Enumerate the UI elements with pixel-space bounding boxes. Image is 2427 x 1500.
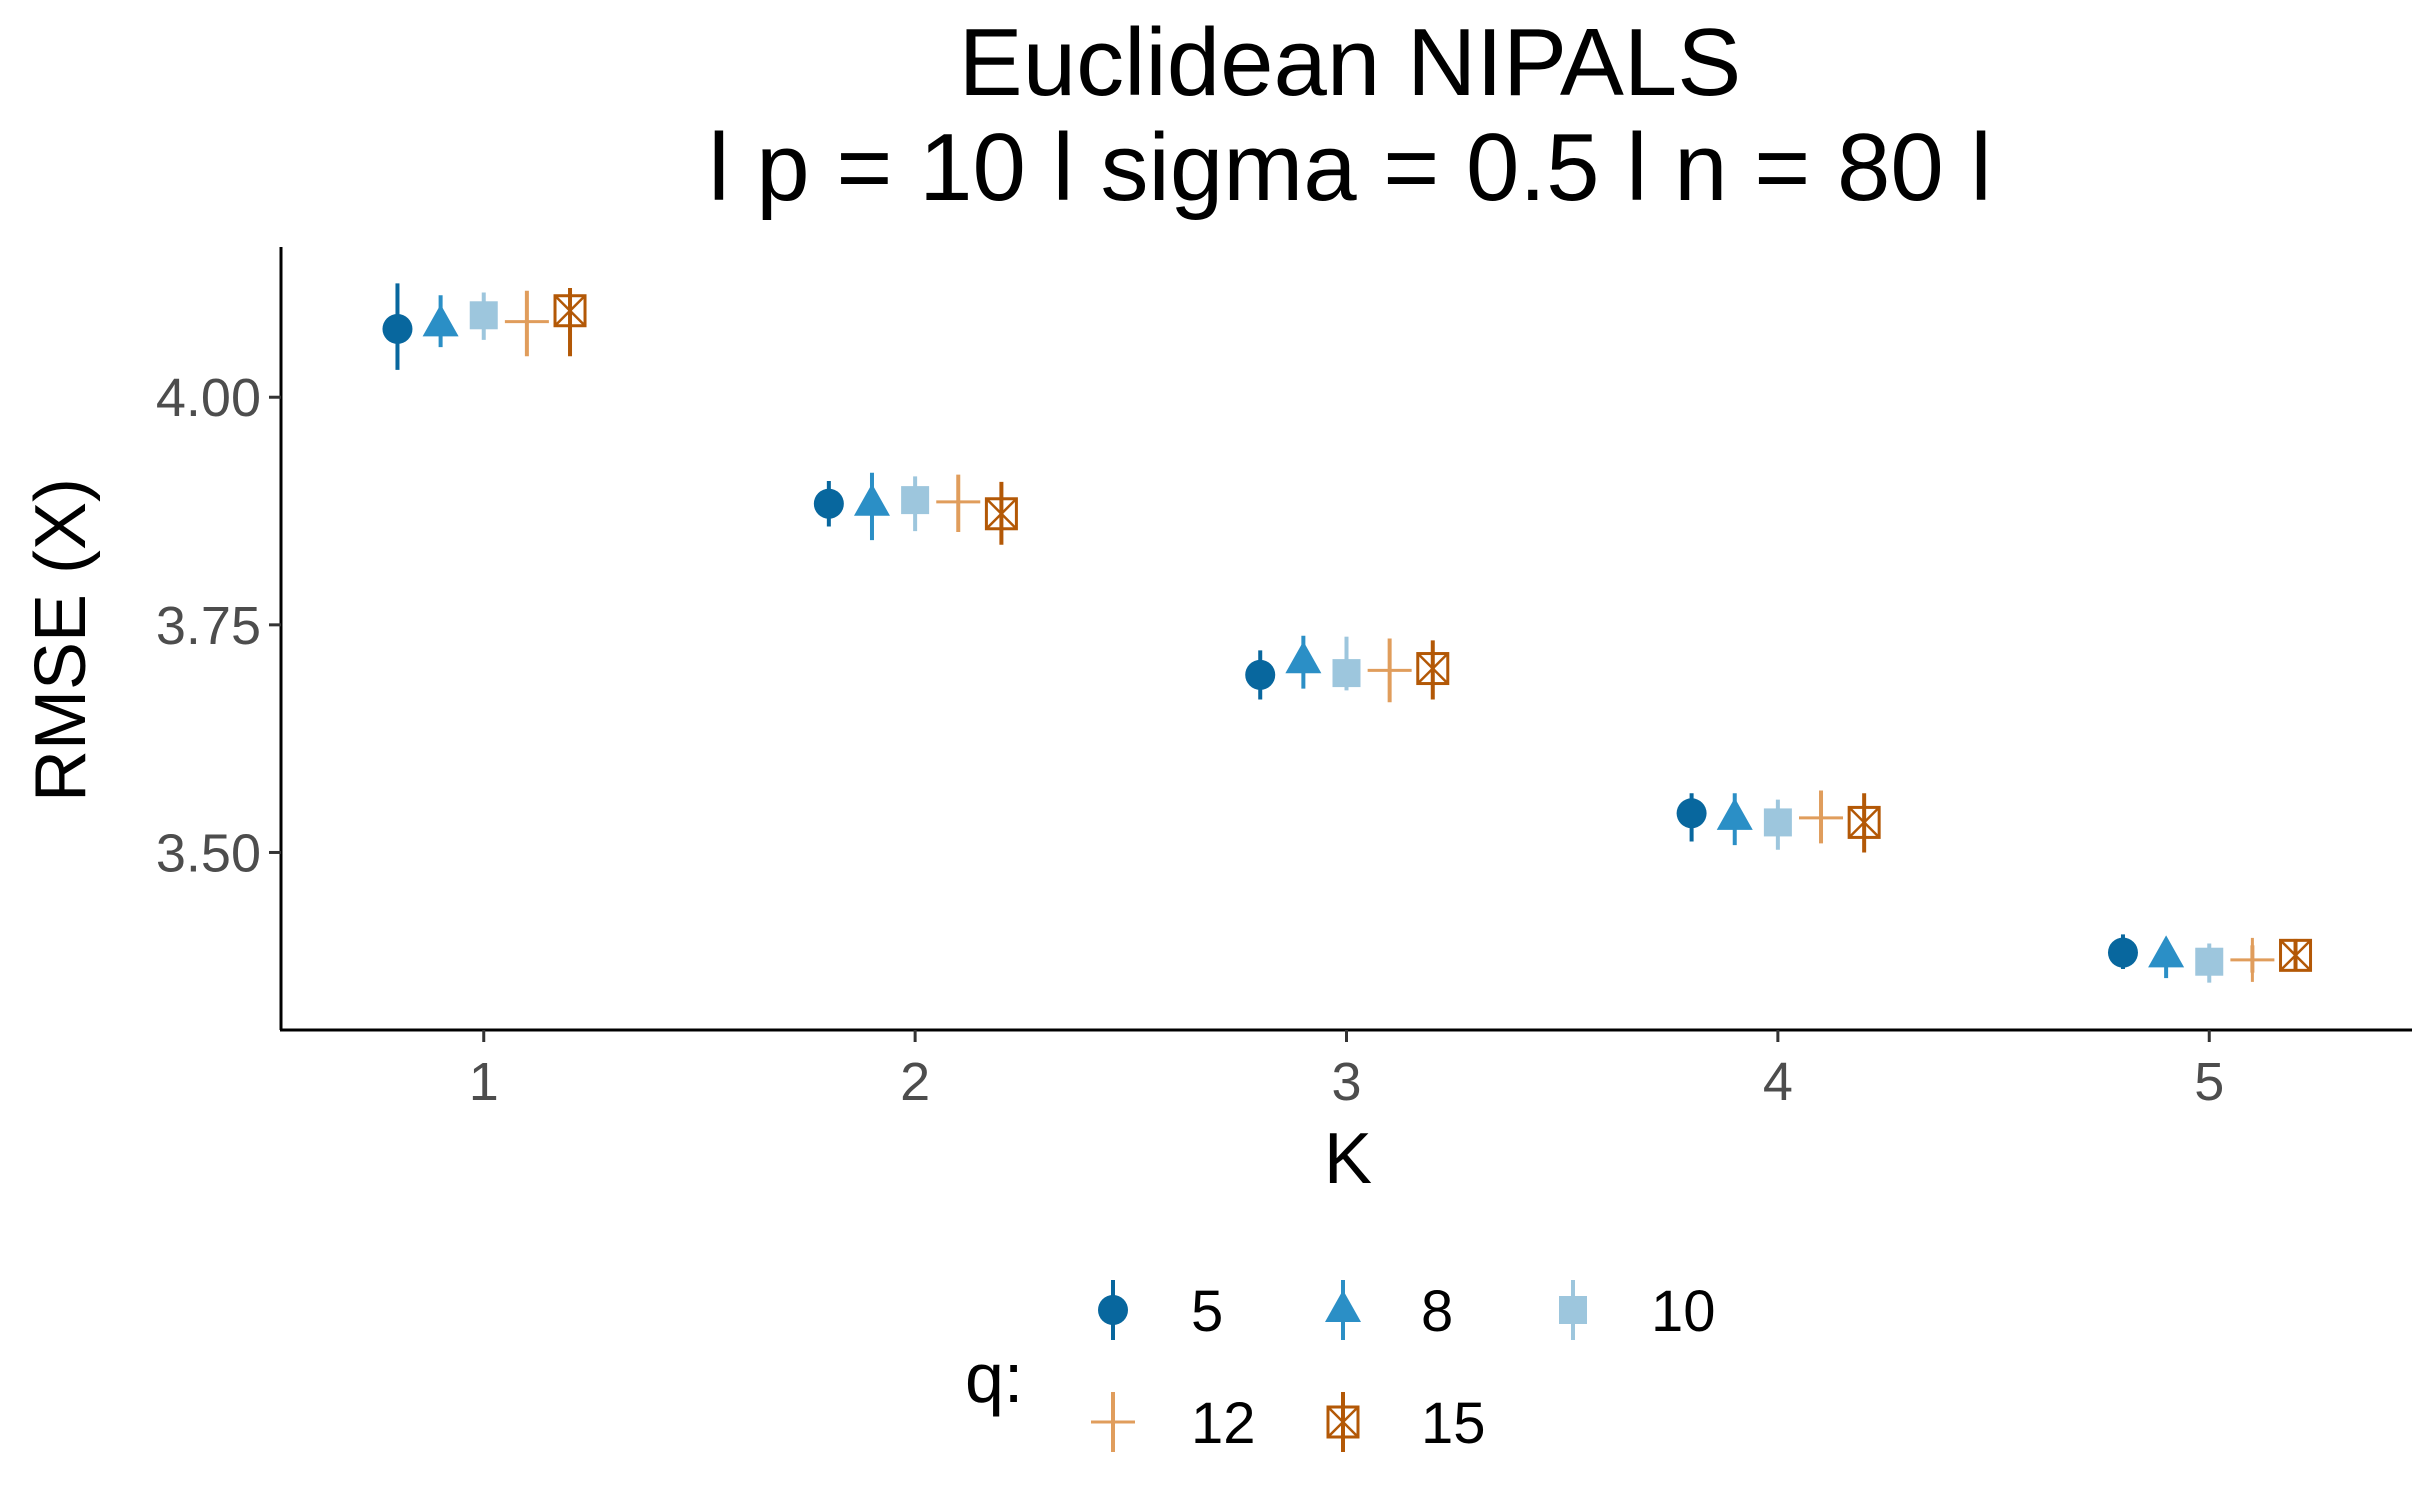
plot-area — [382, 283, 2313, 983]
data-point — [2148, 935, 2185, 968]
legend: q: 5 8 10 12 15 — [965, 1279, 1716, 1456]
data-point — [1332, 659, 1361, 688]
legend-key-q-5: 5 — [1098, 1279, 1223, 1344]
data-point — [1763, 808, 1792, 837]
legend-key-q-8: 8 — [1325, 1279, 1453, 1344]
data-point — [1847, 805, 1881, 839]
x-tick-label: 2 — [900, 1052, 930, 1112]
data-point — [936, 479, 981, 524]
series-q-5 — [382, 283, 2138, 969]
y-axis-title: RMSE (X) — [21, 478, 101, 802]
x-tick-label: 1 — [469, 1052, 499, 1112]
legend-marker — [1325, 1290, 1361, 1322]
legend-marker — [1098, 1295, 1128, 1325]
y-tick-label: 3.75 — [156, 596, 261, 656]
y-axis-ticks: 3.50 3.75 4.00 — [156, 368, 281, 883]
data-point — [553, 294, 587, 328]
x-axis-ticks: 1 2 3 4 5 — [469, 1030, 2224, 1112]
data-point — [853, 483, 890, 516]
data-point — [984, 497, 1018, 531]
x-axis-title: K — [1324, 1119, 1372, 1199]
data-point — [813, 488, 844, 519]
data-point — [2279, 938, 2313, 972]
legend-marker — [1326, 1405, 1360, 1439]
chart-title: Euclidean NIPALS — [959, 9, 1742, 116]
data-point — [1716, 797, 1753, 830]
legend-label: 8 — [1421, 1279, 1453, 1344]
data-point — [422, 304, 459, 337]
legend-label: 5 — [1191, 1279, 1223, 1344]
legend-marker — [1091, 1400, 1135, 1444]
legend-key-q-12: 12 — [1091, 1391, 1256, 1456]
legend-title: q: — [965, 1339, 1023, 1417]
legend-key-q-10: 10 — [1559, 1279, 1716, 1344]
data-point — [1676, 798, 1707, 829]
data-point — [1285, 641, 1322, 674]
x-tick-label: 4 — [1763, 1052, 1793, 1112]
data-point — [901, 486, 930, 515]
data-point — [1799, 795, 1844, 840]
data-point — [1367, 648, 1412, 693]
series-q-15 — [553, 287, 2313, 972]
x-tick-label: 3 — [1331, 1052, 1361, 1112]
data-point — [382, 313, 413, 344]
legend-label: 12 — [1191, 1391, 1256, 1456]
legend-label: 10 — [1651, 1279, 1716, 1344]
series-q-12 — [504, 290, 2275, 982]
data-point — [2230, 937, 2275, 982]
data-point — [504, 299, 549, 344]
legend-key-q-15: 15 — [1326, 1391, 1486, 1456]
series-q-8 — [422, 295, 2185, 979]
data-point — [1245, 659, 1276, 690]
chart-subtitle: l p = 10 l sigma = 0.5 l n = 80 l — [708, 114, 1991, 221]
legend-label: 15 — [1421, 1391, 1486, 1456]
y-tick-label: 3.50 — [156, 823, 261, 883]
data-point — [469, 301, 498, 330]
data-point — [1416, 652, 1450, 686]
y-tick-label: 4.00 — [156, 368, 261, 428]
data-point — [2195, 947, 2224, 976]
x-tick-label: 5 — [2194, 1052, 2224, 1112]
legend-marker — [1559, 1296, 1587, 1324]
series-q-10 — [469, 292, 2224, 983]
data-point — [2107, 937, 2138, 968]
